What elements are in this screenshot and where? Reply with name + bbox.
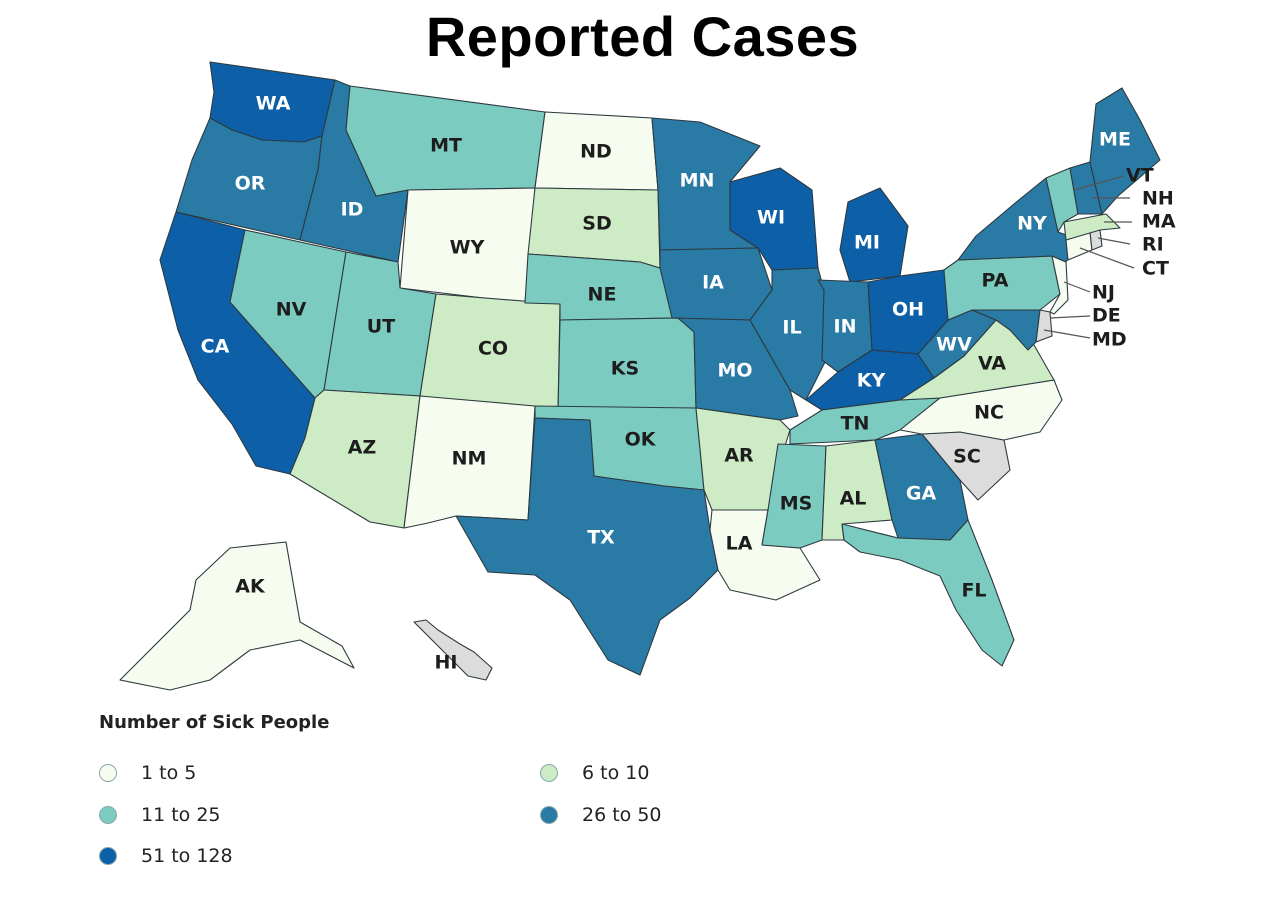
- legend-item-1-to-5: 1 to 5: [99, 762, 196, 784]
- state-label-pa: PA: [982, 270, 1009, 292]
- state-label-wv: WV: [936, 334, 972, 356]
- state-label-wi: WI: [757, 207, 785, 229]
- state-label-ar: AR: [724, 445, 754, 467]
- state-label-ks: KS: [611, 358, 639, 380]
- state-label-nm: NM: [452, 448, 487, 470]
- state-label-id: ID: [341, 199, 364, 221]
- label-leader-line: [1063, 281, 1091, 293]
- legend-label: 11 to 25: [141, 804, 221, 826]
- state-label-ma: MA: [1142, 211, 1176, 233]
- state-label-sd: SD: [582, 213, 611, 235]
- state-label-ok: OK: [625, 429, 657, 451]
- legend-item-51-to-128: 51 to 128: [99, 845, 233, 867]
- state-label-va: VA: [978, 353, 1006, 375]
- state-label-mi: MI: [854, 232, 880, 254]
- state-label-sc: SC: [953, 446, 981, 468]
- state-label-ia: IA: [702, 272, 724, 294]
- state-ri: [1089, 229, 1103, 251]
- label-leader-line: [1073, 175, 1125, 191]
- state-label-ca: CA: [201, 336, 230, 358]
- state-label-ms: MS: [780, 493, 813, 515]
- state-label-wy: WY: [450, 237, 485, 259]
- legend-swatch: [540, 806, 558, 824]
- state-label-tx: TX: [587, 527, 615, 549]
- legend-swatch: [99, 764, 117, 782]
- state-label-md: MD: [1092, 329, 1127, 351]
- state-label-nv: NV: [276, 299, 307, 321]
- legend-item-26-to-50: 26 to 50: [540, 804, 662, 826]
- state-label-vt: VT: [1126, 165, 1154, 187]
- map-title: Reported Cases: [425, 5, 860, 68]
- state-label-de: DE: [1092, 305, 1121, 327]
- state-label-il: IL: [782, 317, 801, 339]
- state-de: [1035, 309, 1053, 343]
- state-label-mt: MT: [430, 135, 462, 157]
- state-label-ky: KY: [857, 370, 886, 392]
- state-label-ga: GA: [906, 483, 937, 505]
- state-label-ri: RI: [1142, 234, 1164, 256]
- state-ma: [1063, 213, 1121, 241]
- state-label-me: ME: [1099, 129, 1131, 151]
- label-leader-line: [1079, 247, 1135, 269]
- state-label-tn: TN: [841, 413, 870, 435]
- legend: Number of Sick People 1 to 5 6 to 10 11 …: [99, 712, 799, 882]
- state-label-nj: NJ: [1092, 282, 1115, 304]
- state-label-or: OR: [235, 173, 266, 195]
- state-me: [1089, 87, 1161, 215]
- legend-label: 51 to 128: [141, 845, 233, 867]
- legend-swatch: [99, 806, 117, 824]
- legend-swatch: [540, 764, 558, 782]
- label-leader-line: [1049, 315, 1091, 319]
- legend-item-11-to-25: 11 to 25: [99, 804, 221, 826]
- state-hi: [413, 619, 493, 681]
- legend-title: Number of Sick People: [99, 712, 330, 733]
- state-label-oh: OH: [892, 299, 924, 321]
- state-label-ak: AK: [235, 576, 266, 598]
- state-label-in: IN: [834, 316, 857, 338]
- legend-item-6-to-10: 6 to 10: [540, 762, 649, 784]
- label-leader-line: [1097, 237, 1131, 245]
- label-leader-line: [1043, 329, 1091, 339]
- state-label-ct: CT: [1142, 258, 1169, 280]
- state-label-wa: WA: [256, 93, 291, 115]
- state-label-nd: ND: [580, 141, 612, 163]
- legend-swatch: [99, 847, 117, 865]
- legend-label: 1 to 5: [141, 762, 197, 784]
- state-tx: [455, 417, 719, 676]
- state-label-ut: UT: [367, 316, 395, 338]
- state-label-az: AZ: [348, 437, 376, 459]
- state-label-ny: NY: [1017, 213, 1047, 235]
- legend-label: 26 to 50: [582, 804, 662, 826]
- state-fl: [841, 519, 1015, 667]
- legend-label: 6 to 10: [582, 762, 650, 784]
- state-label-mn: MN: [680, 170, 715, 192]
- state-label-la: LA: [726, 533, 753, 555]
- state-ak: [119, 541, 355, 691]
- state-label-al: AL: [840, 488, 867, 510]
- state-vt: [1045, 167, 1079, 233]
- state-label-nc: NC: [974, 402, 1004, 424]
- state-label-fl: FL: [961, 580, 986, 602]
- state-label-nh: NH: [1142, 188, 1174, 210]
- state-label-hi: HI: [435, 652, 458, 674]
- state-label-mo: MO: [717, 360, 752, 382]
- state-label-ne: NE: [588, 284, 617, 306]
- state-label-co: CO: [478, 338, 508, 360]
